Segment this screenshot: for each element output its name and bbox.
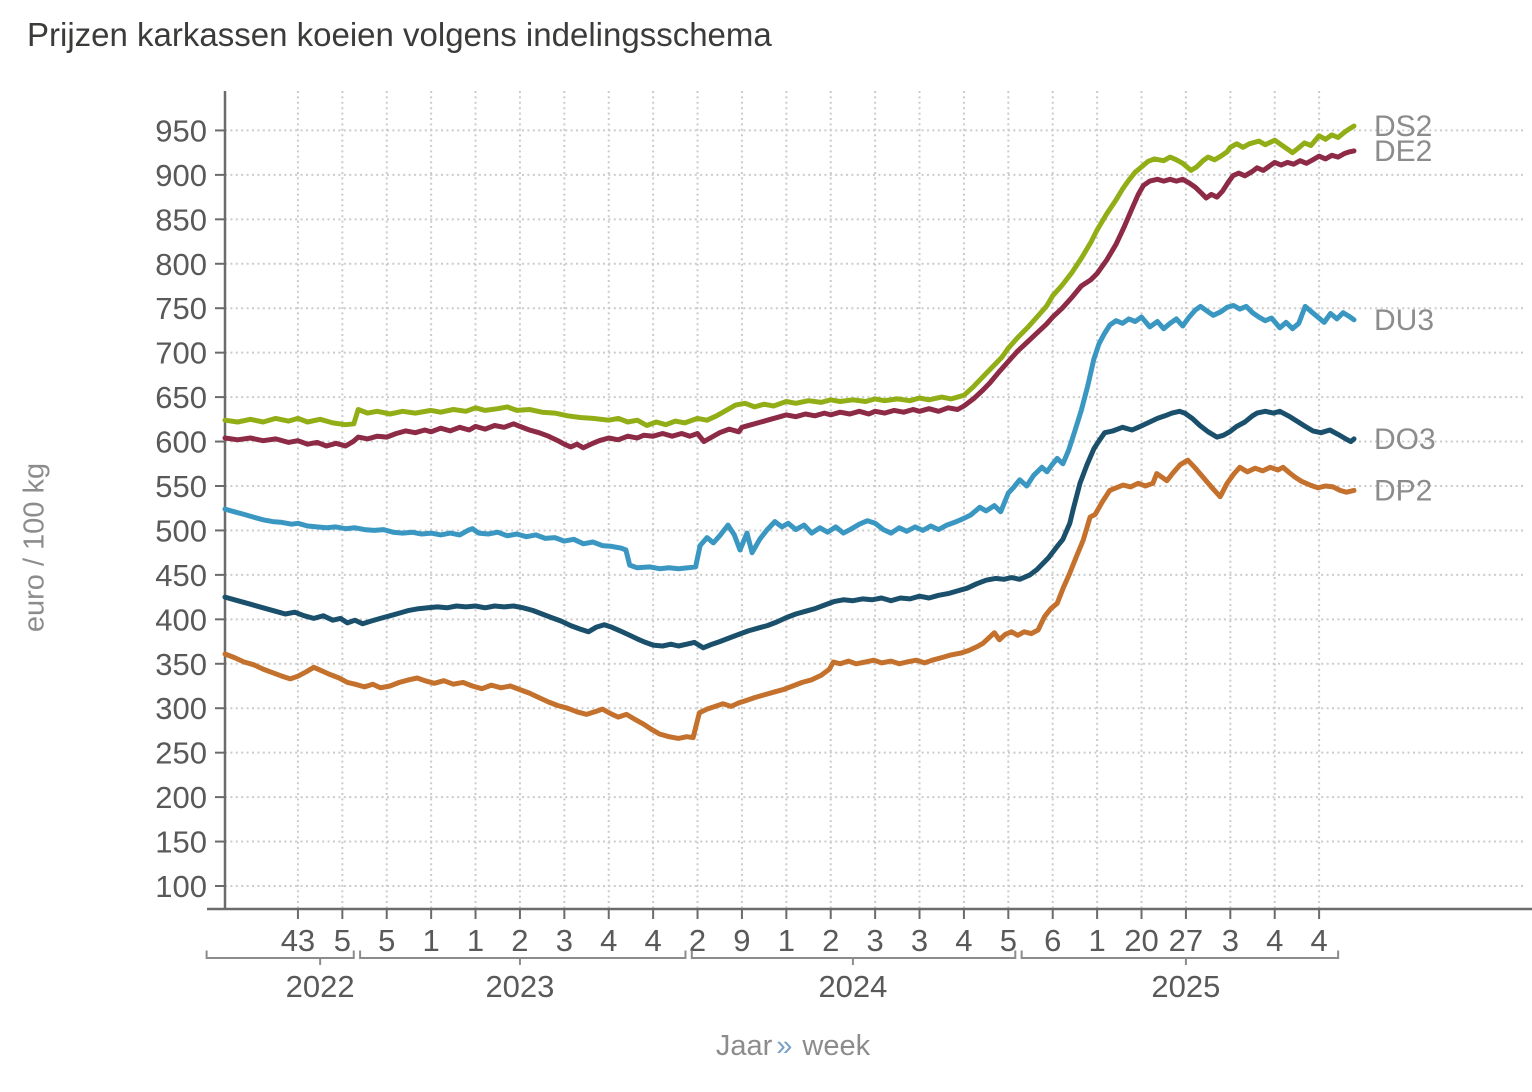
x-tick-label: 43 bbox=[281, 923, 315, 958]
x-tick-label: 4 bbox=[645, 923, 662, 958]
x-tick-labels: 43 5 5 1 1 2 3 4 4 2 9 1 2 3 3 4 5 6 1 20 27 3 4 4 bbox=[281, 909, 1328, 958]
year-label-2025: 2025 bbox=[1151, 969, 1220, 1004]
x-tick-label: 1 bbox=[467, 923, 484, 958]
legend-label-du3[interactable]: DU3 bbox=[1374, 304, 1434, 337]
y-tick-label: 300 bbox=[155, 691, 207, 726]
y-tick-label: 900 bbox=[155, 158, 207, 193]
y-gridlines bbox=[225, 129, 1524, 887]
y-tick-label: 600 bbox=[155, 425, 207, 460]
series-line-dp2[interactable] bbox=[222, 457, 1357, 741]
y-tick-label: 100 bbox=[155, 869, 207, 904]
x-tick-label: 4 bbox=[1310, 923, 1327, 958]
x-tick-label: 3 bbox=[556, 923, 573, 958]
x-tick-label: 4 bbox=[600, 923, 617, 958]
year-groups: 2022 2023 2024 2025 bbox=[205, 950, 1340, 1004]
legend-label-de2[interactable]: DE2 bbox=[1374, 135, 1432, 168]
year-label-2022: 2022 bbox=[286, 969, 355, 1004]
x-tick-label: 5 bbox=[378, 923, 395, 958]
y-tick-label: 850 bbox=[155, 202, 207, 237]
x-axis-title-jaar: Jaar bbox=[715, 1030, 773, 1062]
x-tick-label: 1 bbox=[1088, 923, 1105, 958]
y-tick-label: 650 bbox=[155, 380, 207, 415]
year-label-2024: 2024 bbox=[818, 969, 887, 1004]
series-line-du3[interactable] bbox=[222, 303, 1357, 572]
x-tick-label: 5 bbox=[1000, 923, 1017, 958]
legend-label-ds2[interactable]: DS2 bbox=[1374, 110, 1432, 143]
x-axis-title: Jaar» week bbox=[0, 1030, 1532, 1063]
x-gridlines bbox=[296, 91, 1321, 909]
y-tick-label: 700 bbox=[155, 336, 207, 371]
y-tick-label: 250 bbox=[155, 736, 207, 771]
x-tick-label: 3 bbox=[911, 923, 928, 958]
x-tick-label: 4 bbox=[955, 923, 972, 958]
x-tick-label: 2 bbox=[689, 923, 706, 958]
y-tick-label: 800 bbox=[155, 247, 207, 282]
y-tick-label: 500 bbox=[155, 513, 207, 548]
x-axis-title-separator-icon: » bbox=[776, 1030, 793, 1062]
x-tick-label: 9 bbox=[733, 923, 750, 958]
chart-title: Prijzen karkassen koeien volgens indelin… bbox=[27, 16, 772, 53]
x-tick-label: 1 bbox=[423, 923, 440, 958]
x-tick-label: 4 bbox=[1266, 923, 1283, 958]
x-tick-label: 20 bbox=[1124, 923, 1158, 958]
year-bracket-2024 bbox=[690, 950, 1017, 965]
year-bracket-2025 bbox=[1020, 950, 1340, 965]
y-tick-label: 450 bbox=[155, 558, 207, 593]
series-line-do3[interactable] bbox=[222, 408, 1357, 651]
legend-label-dp2[interactable]: DP2 bbox=[1374, 474, 1432, 507]
y-tick-labels: 100 150 200 250 300 350 400 450 500 550 600 650 700 7… bbox=[155, 113, 225, 904]
x-tick-label: 1 bbox=[778, 923, 795, 958]
y-tick-label: 200 bbox=[155, 780, 207, 815]
year-label-2023: 2023 bbox=[485, 969, 554, 1004]
y-tick-label: 950 bbox=[155, 113, 207, 148]
x-tick-label: 2 bbox=[822, 923, 839, 958]
year-bracket-2023 bbox=[359, 950, 687, 965]
x-tick-label: 3 bbox=[867, 923, 884, 958]
x-tick-label: 3 bbox=[1222, 923, 1239, 958]
x-axis-title-week: week bbox=[802, 1030, 871, 1062]
series-line-ds2[interactable] bbox=[222, 123, 1357, 428]
series-line-de2[interactable] bbox=[222, 148, 1357, 451]
x-tick-label: 5 bbox=[334, 923, 351, 958]
x-tick-label: 2 bbox=[511, 923, 528, 958]
series-lines bbox=[222, 123, 1357, 741]
y-tick-label: 150 bbox=[155, 825, 207, 860]
legend-label-do3[interactable]: DO3 bbox=[1374, 423, 1436, 456]
axes bbox=[207, 91, 1532, 911]
x-tick-label: 6 bbox=[1044, 923, 1061, 958]
year-bracket-2022 bbox=[205, 950, 355, 965]
x-tick-label: 27 bbox=[1169, 923, 1203, 958]
y-tick-label: 750 bbox=[155, 291, 207, 326]
y-tick-label: 350 bbox=[155, 647, 207, 682]
y-tick-label: 400 bbox=[155, 602, 207, 637]
y-tick-label: 550 bbox=[155, 469, 207, 504]
